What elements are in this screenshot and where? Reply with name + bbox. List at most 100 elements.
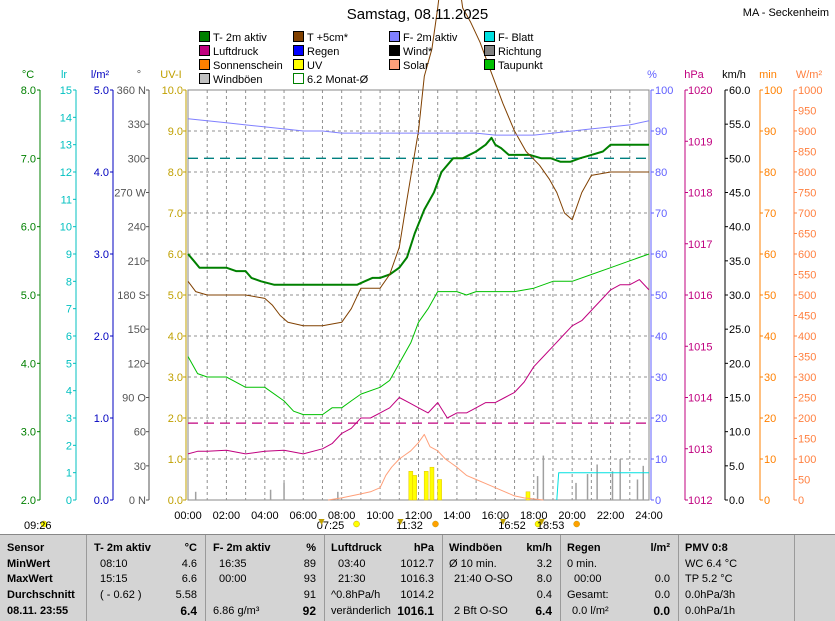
legend-item: T +5cm* bbox=[293, 31, 348, 44]
axis-unit-lr: lr bbox=[61, 69, 67, 81]
legend-label: Wind* bbox=[403, 46, 433, 58]
axis-tick-label-dir: 270 W bbox=[114, 188, 146, 200]
axis-tick-label-min: 100 bbox=[764, 85, 782, 97]
legend-item: F- Blatt bbox=[484, 31, 533, 44]
row-current: 08.11. 23:55 bbox=[7, 605, 69, 617]
axis-tick-label-min: 10 bbox=[764, 454, 776, 466]
axis-tick-label-lr: 7 bbox=[66, 304, 72, 316]
sun-marker-icon bbox=[353, 520, 360, 528]
rain-unit: l/m² bbox=[650, 542, 670, 554]
sun-marker-label: 16:52 bbox=[498, 520, 526, 532]
station-name: MA - Seckenheim bbox=[742, 7, 829, 19]
legend-label: Windböen bbox=[213, 74, 263, 86]
series-line bbox=[187, 279, 650, 455]
axis-tick-label-dir: 210 bbox=[128, 256, 146, 268]
uv-bar bbox=[408, 471, 414, 501]
axis-tick-label-wind: 15.0 bbox=[729, 393, 750, 405]
axis-tick-label-wind: 40.0 bbox=[729, 222, 750, 234]
rain-column: Regen l/m² 0 min. 00:00 0.0 Gesamt: 0.0 … bbox=[560, 535, 679, 621]
legend-label: Taupunkt bbox=[498, 60, 543, 72]
sun-marker-label: 11:32 bbox=[396, 520, 423, 532]
temp-max-value: 6.6 bbox=[181, 573, 197, 585]
rain-duration: 0 min. bbox=[567, 558, 597, 570]
uv-bar bbox=[423, 471, 429, 501]
axis-tick-label-lr: 10 bbox=[60, 222, 72, 234]
axis-unit-dir: ° bbox=[137, 69, 141, 81]
hum-max-value: 93 bbox=[303, 573, 316, 585]
legend-item: Windböen bbox=[199, 73, 263, 86]
axis-tick-label-hum: 80 bbox=[655, 167, 667, 179]
axis-unit-temp: °C bbox=[22, 69, 34, 81]
sun-marker-icon bbox=[432, 520, 439, 528]
axis-tick-label-rain: 0.0 bbox=[94, 495, 109, 507]
axis-tick-label-min: 70 bbox=[764, 208, 776, 220]
axis-tick-label-solar: 650 bbox=[798, 229, 816, 241]
pmv-title: PMV 0:8 bbox=[685, 542, 728, 554]
axis-tick-label-lr: 6 bbox=[66, 331, 72, 343]
axis-tick-label-uv: 0.0 bbox=[168, 495, 183, 507]
hum-min-value: 89 bbox=[303, 558, 316, 570]
sun-marker-label: 07:25 bbox=[317, 520, 345, 532]
legend-swatch bbox=[389, 31, 400, 42]
axis-tick-label-press: 1012 bbox=[688, 495, 712, 507]
axis-tick-label-lr: 9 bbox=[66, 249, 72, 261]
hum-max-time: 00:00 bbox=[219, 573, 247, 585]
axis-tick-label-solar: 500 bbox=[798, 290, 816, 302]
axis-tick-label-solar: 350 bbox=[798, 352, 816, 364]
axis-tick-label-press: 1013 bbox=[688, 444, 712, 456]
gust-unit: km/h bbox=[526, 542, 552, 554]
legend-label: UV bbox=[307, 60, 323, 72]
legend-label: Sonnenschein bbox=[213, 60, 283, 72]
axis-tick-label-lr: 12 bbox=[60, 167, 72, 179]
pmv-press-3h: 0.0hPa/3h bbox=[685, 589, 736, 601]
axis-unit-solar: W/m² bbox=[796, 69, 823, 81]
x-tick-label: 04:00 bbox=[251, 510, 279, 522]
sun-marker-arrow-icon bbox=[538, 519, 545, 525]
axis-tick-label-press: 1015 bbox=[688, 341, 712, 353]
legend-swatch bbox=[389, 45, 400, 56]
sun-marker-icon bbox=[534, 520, 542, 528]
axis-tick-label-uv: 10.0 bbox=[162, 85, 183, 97]
legend-item: T- 2m aktiv bbox=[199, 31, 267, 44]
rain-max-time: 00:00 bbox=[574, 573, 602, 585]
press-trend: ^0.8hPa/h bbox=[331, 589, 381, 601]
axis-unit-min: min bbox=[759, 69, 777, 81]
axis-tick-label-min: 80 bbox=[764, 167, 776, 179]
axis-tick-label-wind: 0.0 bbox=[729, 495, 744, 507]
pmv-press-1h: 0.0hPa/1h bbox=[685, 605, 736, 617]
press-current-value: 1016.1 bbox=[397, 604, 434, 618]
temp-column: T- 2m aktiv °C 08:10 4.6 15:15 6.6 ( - 0… bbox=[86, 535, 206, 621]
axis-tick-label-hum: 0 bbox=[655, 495, 661, 507]
axis-tick-label-solar: 200 bbox=[798, 413, 816, 425]
press-title: Luftdruck bbox=[331, 542, 382, 554]
legend-label: Luftdruck bbox=[213, 46, 259, 58]
axis-tick-label-solar: 450 bbox=[798, 311, 816, 323]
gust-day-avg: 0.4 bbox=[536, 589, 552, 601]
uv-bar bbox=[429, 466, 435, 501]
axis-tick-label-solar: 900 bbox=[798, 126, 816, 138]
axis-tick-label-solar: 550 bbox=[798, 270, 816, 282]
rain-current-value: 0.0 bbox=[653, 604, 670, 618]
axis-tick-label-solar: 150 bbox=[798, 434, 816, 446]
rain-total-label: Gesamt: bbox=[567, 589, 609, 601]
axis-tick-label-min: 0 bbox=[764, 495, 770, 507]
axis-tick-label-wind: 45.0 bbox=[729, 188, 750, 200]
axis-tick-label-uv: 6.0 bbox=[168, 249, 183, 261]
rain-total-value: 0.0 bbox=[654, 589, 670, 601]
sensor-title: Sensor bbox=[7, 542, 45, 554]
hum-unit: % bbox=[306, 542, 316, 554]
axis-tick-label-lr: 2 bbox=[66, 440, 72, 452]
axis-tick-label-uv: 1.0 bbox=[168, 454, 183, 466]
axis-tick-label-solar: 250 bbox=[798, 393, 816, 405]
gust-current-value: 6.4 bbox=[535, 604, 552, 618]
sun-marker-arrow-icon bbox=[397, 519, 404, 525]
legend-item: 6.2 Monat-Ø bbox=[293, 73, 368, 86]
rain-title: Regen bbox=[567, 542, 601, 554]
axis-tick-label-wind: 20.0 bbox=[729, 358, 750, 370]
series-line bbox=[187, 118, 650, 136]
axis-tick-label-wind: 5.0 bbox=[729, 461, 744, 473]
legend-item: F- 2m aktiv bbox=[389, 31, 457, 44]
legend-item: Regen bbox=[293, 45, 339, 58]
axis-tick-label-lr: 5 bbox=[66, 358, 72, 370]
axis-tick-label-hum: 100 bbox=[655, 85, 673, 97]
